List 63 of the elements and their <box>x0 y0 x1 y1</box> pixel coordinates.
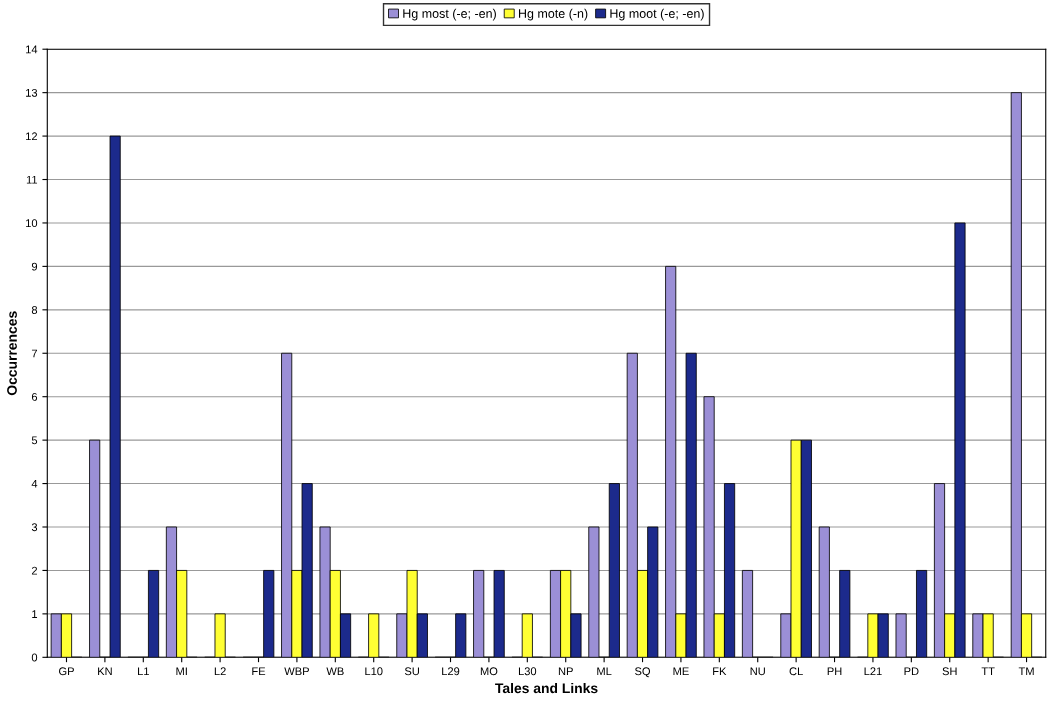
x-tick-label: L29 <box>442 667 460 676</box>
y-tick-label: 4 <box>31 479 38 488</box>
y-tick-label: 11 <box>26 175 38 184</box>
bar <box>368 613 380 658</box>
x-tick-label: KN <box>98 667 112 676</box>
x-tick-label: PD <box>904 667 919 676</box>
bar <box>473 570 485 658</box>
bar <box>493 570 505 658</box>
y-tick-label: 8 <box>31 306 38 314</box>
bar <box>214 613 226 658</box>
bar <box>263 570 275 658</box>
legend-label: Hg moot (-e; -en) <box>610 8 704 21</box>
x-tick-label: MO <box>480 667 498 676</box>
x-tick-label: NU <box>750 667 765 676</box>
x-tick-label: MI <box>176 667 187 676</box>
x-tick-label: L1 <box>138 667 149 676</box>
x-tick-label: FK <box>713 667 727 676</box>
bar <box>839 570 851 658</box>
y-tick-label: 1 <box>32 610 38 618</box>
x-tick-label: ME <box>673 667 689 676</box>
x-tick-label: NP <box>558 667 573 676</box>
bar <box>455 613 467 658</box>
y-axis-title: Occurrences <box>7 311 17 396</box>
x-tick-label: FE <box>252 667 266 676</box>
x-tick-label: L30 <box>518 667 537 676</box>
x-tick-label: SQ <box>635 667 651 678</box>
legend-label: Hg mote (-n) <box>519 8 588 21</box>
x-tick-label: L21 <box>864 667 882 676</box>
x-tick-label: L10 <box>365 667 383 676</box>
bar <box>741 570 754 658</box>
x-tick-label: WB <box>326 667 344 676</box>
bar <box>916 570 928 658</box>
x-tick-label: CL <box>789 667 803 676</box>
x-tick-label: TM <box>1018 667 1034 676</box>
legend-label: Hg most (-e; -en) <box>403 8 496 21</box>
x-tick-label: L2 <box>214 667 226 676</box>
x-tick-label: ML <box>597 667 612 676</box>
x-tick-label: SH <box>942 667 957 676</box>
x-tick-label: TT <box>981 667 995 676</box>
bar <box>588 526 600 658</box>
y-tick-label: 14 <box>26 45 38 54</box>
y-tick-label: 13 <box>26 88 38 97</box>
x-tick-label: WBP <box>284 667 309 676</box>
y-tick-label: 3 <box>31 523 38 532</box>
bar <box>109 135 121 658</box>
y-tick-label: 5 <box>31 436 38 445</box>
y-tick-label: 10 <box>26 219 38 228</box>
x-tick-label: GP <box>59 667 74 676</box>
x-axis-title: Tales and Links <box>495 682 598 694</box>
bar <box>521 613 533 658</box>
y-tick-label: 12 <box>26 132 38 141</box>
y-tick-label: 7 <box>31 349 38 358</box>
y-tick-label: 9 <box>31 262 38 271</box>
bar <box>895 613 907 658</box>
bar <box>148 570 160 658</box>
y-tick-label: 2 <box>31 566 38 575</box>
y-tick-label: 0 <box>31 653 38 662</box>
x-tick-label: SU <box>404 667 419 676</box>
y-tick-label: 6 <box>31 392 38 401</box>
bar <box>89 439 101 658</box>
bar <box>818 526 830 658</box>
x-tick-label: PH <box>827 667 842 676</box>
bar <box>608 483 620 658</box>
